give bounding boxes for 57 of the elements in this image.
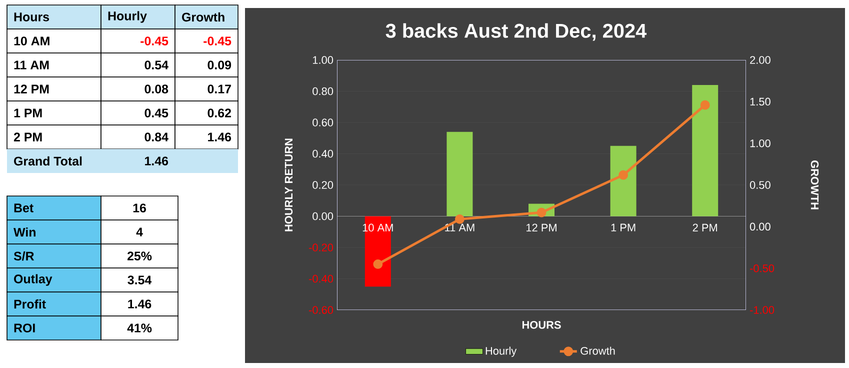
text: 1.46: [128, 300, 152, 308]
text: Grand Total: [14, 156, 82, 166]
text: Bet: [14, 204, 34, 212]
y-tick-label: -0.40: [308, 274, 334, 283]
y2-tick-label: -0.50: [750, 264, 774, 272]
y-tick-label: 0.80: [312, 87, 334, 96]
text: 0.54: [144, 60, 168, 70]
category-label: 10 AM: [14, 36, 50, 46]
text: Win: [14, 227, 36, 237]
chart-title: 3 backs Aust 2nd Dec, 2024: [386, 23, 647, 41]
legend-label: Growth: [580, 346, 615, 355]
text: ROI: [14, 324, 35, 332]
text: 16: [133, 204, 146, 212]
text: Hours: [14, 12, 49, 22]
x-tick-label: 2 PM: [692, 224, 717, 232]
text: Growth: [182, 12, 224, 22]
text: Profit: [14, 299, 46, 309]
text: 1.46: [145, 156, 168, 166]
category-label: 1 PM: [14, 108, 42, 118]
text: 1.46: [208, 132, 232, 142]
y-axis-title: HOURLY RETURN: [284, 138, 293, 232]
y-tick-label: -0.60: [308, 306, 334, 314]
y2-tick-label: 2.00: [750, 56, 770, 64]
x-tick-label: 1 PM: [611, 224, 636, 232]
y-tick-label: 0.40: [312, 150, 334, 158]
text: Hourly: [108, 11, 147, 23]
text: 4: [136, 228, 143, 236]
text: 0.62: [208, 108, 231, 118]
legend-label: Hourly: [486, 346, 517, 357]
text: 0.17: [208, 84, 231, 94]
category-label: 12 PM: [14, 84, 49, 94]
text: 0.45: [144, 108, 168, 118]
y-tick-label: 1.00: [312, 56, 334, 64]
y2-axis-title: GROWTH: [810, 160, 819, 210]
x-axis-title: HOURS: [522, 321, 561, 329]
y-tick-label: -0.20: [308, 244, 334, 252]
y2-tick-label: -1.00: [750, 306, 774, 314]
text: S/R: [14, 251, 34, 261]
text: Outlay: [14, 274, 52, 286]
text: 3.54: [128, 276, 152, 284]
y2-tick-label: 0.50: [750, 181, 770, 189]
text: 0.84: [144, 132, 168, 142]
category-label: 2 PM: [14, 132, 42, 142]
x-tick-label: 12 PM: [526, 224, 556, 232]
category-label: 11 AM: [14, 60, 49, 70]
text: 41%: [127, 324, 152, 332]
text: 25%: [127, 252, 152, 260]
y-tick-label: 0.00: [312, 212, 334, 220]
y2-tick-label: 1.00: [750, 139, 770, 148]
y-tick-label: 0.20: [312, 181, 334, 189]
y2-tick-label: 0.00: [750, 222, 770, 231]
text: 0.08: [144, 84, 168, 94]
y2-tick-label: 1.50: [750, 98, 770, 106]
text: -0.45: [204, 36, 232, 46]
text: -0.45: [140, 36, 168, 46]
y-tick-label: 0.60: [312, 118, 334, 126]
text: 0.09: [208, 60, 232, 70]
